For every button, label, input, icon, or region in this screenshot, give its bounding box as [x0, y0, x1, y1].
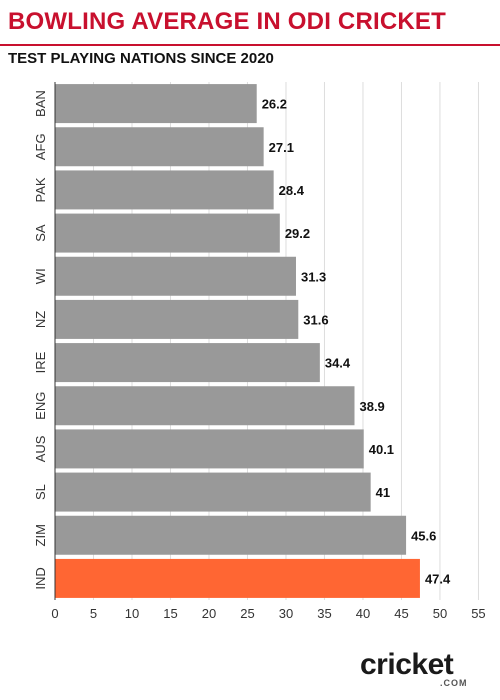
bar-nz [55, 299, 299, 339]
x-tick-label: 20 [202, 606, 216, 621]
data-label: 34.4 [325, 356, 351, 371]
y-tick-label: ENG [33, 392, 48, 420]
data-label: 38.9 [359, 399, 384, 414]
y-tick-label: AFG [33, 133, 48, 160]
y-tick-label: NZ [33, 311, 48, 328]
bar-zim [55, 515, 407, 555]
x-tick-label: 15 [163, 606, 177, 621]
bar-chart: 0 5 10 15 20 25 30 35 40 45 50 55 26.2 BAN 27.1 AFG 28.4… [33, 82, 486, 621]
x-tick-label: 55 [471, 606, 485, 621]
bar-ire [55, 343, 320, 383]
y-tick-label: SA [33, 224, 48, 242]
x-tick-label: 25 [240, 606, 254, 621]
data-label: 29.2 [285, 226, 310, 241]
bar-eng [55, 386, 355, 426]
x-tick-label: 5 [90, 606, 97, 621]
x-tick-label: 0 [51, 606, 58, 621]
chart-title: BOWLING AVERAGE IN ODI CRICKET [8, 8, 446, 35]
x-tick-label: 30 [279, 606, 293, 621]
y-tick-label: WI [33, 268, 48, 284]
y-tick-label: IRE [33, 351, 48, 373]
chart-subtitle: TEST PLAYING NATIONS SINCE 2020 [8, 50, 274, 67]
x-tick-label: 35 [317, 606, 331, 621]
y-tick-label: PAK [33, 177, 48, 202]
x-tick-label: 45 [394, 606, 408, 621]
bar-ban [55, 84, 257, 124]
data-label: 45.6 [411, 528, 436, 543]
x-tick-label: 40 [356, 606, 370, 621]
data-label: 27.1 [269, 140, 294, 155]
x-tick-label: 50 [433, 606, 447, 621]
y-tick-label: IND [33, 567, 48, 589]
bar-wi [55, 256, 296, 296]
y-tick-label: ZIM [33, 524, 48, 546]
x-tick-label: 10 [125, 606, 139, 621]
bar-sa [55, 213, 280, 253]
y-tick-label: BAN [33, 90, 48, 117]
data-label: 26.2 [262, 97, 287, 112]
data-label: 41 [376, 485, 390, 500]
logo-text: cricket [360, 648, 454, 681]
bar-pak [55, 170, 274, 210]
y-tick-label: SL [33, 484, 48, 500]
bar-sl [55, 472, 371, 512]
data-label: 40.1 [369, 442, 394, 457]
bar-ind [55, 558, 420, 598]
bar-aus [55, 429, 364, 469]
data-label: 31.6 [303, 312, 328, 327]
title-rule [0, 44, 500, 46]
data-label: 47.4 [425, 571, 451, 586]
cricket-com-logo: cricket .COM [360, 648, 490, 692]
logo-sub: .COM [440, 678, 468, 688]
data-label: 28.4 [279, 183, 305, 198]
y-tick-label: AUS [33, 435, 48, 462]
bar-afg [55, 127, 264, 167]
data-label: 31.3 [301, 269, 326, 284]
